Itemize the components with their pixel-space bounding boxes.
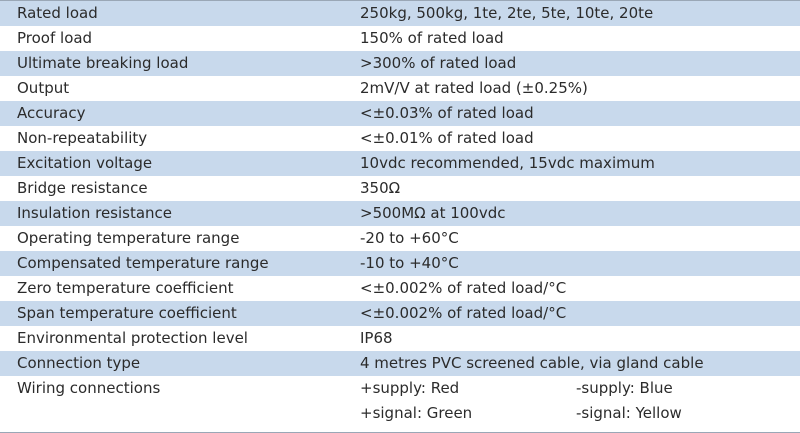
- spec-label: Zero temperature coefficient: [17, 279, 234, 297]
- spec-value: <±0.002% of rated load/°C: [360, 304, 567, 322]
- spec-value: -10 to +40°C: [360, 254, 459, 272]
- spec-row-non-repeatability: Non-repeatability <±0.01% of rated load: [0, 126, 800, 151]
- spec-label: Operating temperature range: [17, 229, 240, 247]
- spec-row-excitation-voltage: Excitation voltage 10vdc recommended, 15…: [0, 151, 800, 176]
- spec-value: 250kg, 500kg, 1te, 2te, 5te, 10te, 20te: [360, 4, 654, 22]
- spec-row-bridge-resistance: Bridge resistance 350Ω: [0, 176, 800, 201]
- spec-label: Insulation resistance: [17, 204, 173, 222]
- spec-label: Rated load: [17, 4, 98, 22]
- spec-label: Connection type: [17, 354, 141, 372]
- spec-label: Wiring connections: [17, 379, 161, 397]
- wiring-supply-positive: +supply: Red: [360, 379, 460, 397]
- spec-row-wiring-connections: Wiring connections +supply: Red -supply:…: [0, 376, 800, 429]
- wiring-grid: +supply: Red -supply: Blue +signal: Gree…: [360, 376, 800, 426]
- spec-label: Span temperature coefficient: [17, 304, 237, 322]
- wiring-signal-positive: +signal: Green: [360, 404, 473, 422]
- spec-value: 10vdc recommended, 15vdc maximum: [360, 154, 655, 172]
- spec-row-span-temperature-coefficient: Span temperature coefficient <±0.002% of…: [0, 301, 800, 326]
- spec-label: Excitation voltage: [17, 154, 153, 172]
- spec-value: 2mV/V at rated load (±0.25%): [360, 79, 588, 97]
- spec-row-proof-load: Proof load 150% of rated load: [0, 26, 800, 51]
- spec-value: 4 metres PVC screened cable, via gland c…: [360, 354, 704, 372]
- spec-label: Accuracy: [17, 104, 86, 122]
- wiring-signal-negative: -signal: Yellow: [576, 404, 682, 422]
- spec-row-connection-type: Connection type 4 metres PVC screened ca…: [0, 351, 800, 376]
- spec-value: <±0.01% of rated load: [360, 129, 534, 147]
- spec-row-compensated-temperature: Compensated temperature range -10 to +40…: [0, 251, 800, 276]
- spec-value: >500MΩ at 100vdc: [360, 204, 506, 222]
- spec-label: Output: [17, 79, 70, 97]
- spec-row-zero-temperature-coefficient: Zero temperature coefficient <±0.002% of…: [0, 276, 800, 301]
- spec-row-operating-temperature: Operating temperature range -20 to +60°C: [0, 226, 800, 251]
- spec-row-ultimate-breaking-load: Ultimate breaking load >300% of rated lo…: [0, 51, 800, 76]
- spec-label: Non-repeatability: [17, 129, 148, 147]
- spec-row-environmental-protection: Environmental protection level IP68: [0, 326, 800, 351]
- spec-value: 150% of rated load: [360, 29, 504, 47]
- spec-value: -20 to +60°C: [360, 229, 459, 247]
- spec-value: <±0.002% of rated load/°C: [360, 279, 567, 297]
- spec-value: 350Ω: [360, 179, 401, 197]
- spec-label: Proof load: [17, 29, 93, 47]
- spec-label: Compensated temperature range: [17, 254, 269, 272]
- spec-value: >300% of rated load: [360, 54, 517, 72]
- wiring-values: +supply: Red -supply: Blue +signal: Gree…: [360, 376, 800, 426]
- spec-value: IP68: [360, 329, 393, 347]
- spec-row-insulation-resistance: Insulation resistance >500MΩ at 100vdc: [0, 201, 800, 226]
- spec-row-output: Output 2mV/V at rated load (±0.25%): [0, 76, 800, 101]
- spec-label: Ultimate breaking load: [17, 54, 189, 72]
- spec-row-accuracy: Accuracy <±0.03% of rated load: [0, 101, 800, 126]
- wiring-supply-negative: -supply: Blue: [576, 379, 673, 397]
- spec-label: Environmental protection level: [17, 329, 248, 347]
- spec-value: <±0.03% of rated load: [360, 104, 534, 122]
- spec-row-rated-load: Rated load 250kg, 500kg, 1te, 2te, 5te, …: [0, 1, 800, 26]
- spec-label: Bridge resistance: [17, 179, 148, 197]
